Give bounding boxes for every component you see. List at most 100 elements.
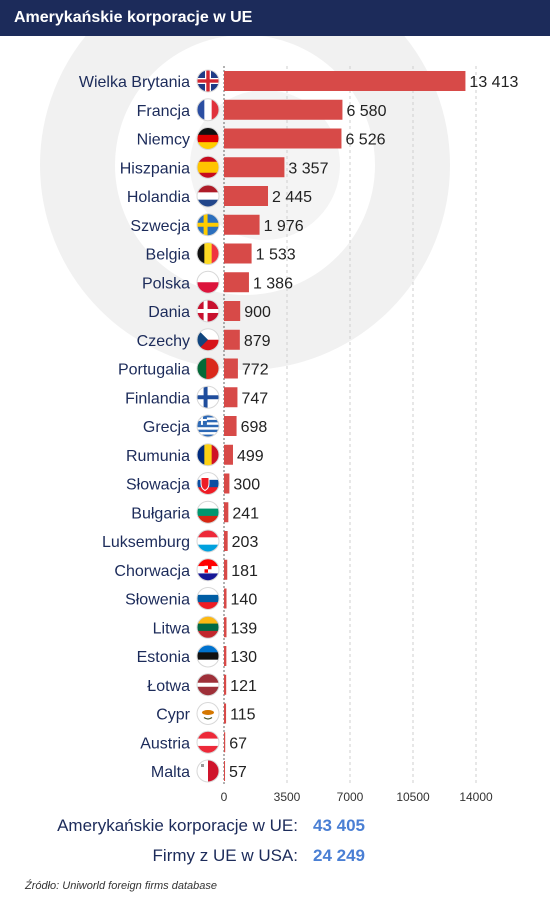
value-label: 1 976 xyxy=(264,218,304,235)
value-label: 13 413 xyxy=(469,74,518,91)
denmark-flag-icon xyxy=(196,299,220,323)
category-label: Cypr xyxy=(156,707,190,724)
value-label: 121 xyxy=(230,678,257,695)
value-label: 6 580 xyxy=(346,103,386,120)
category-label: Rumunia xyxy=(126,448,190,465)
value-label: 115 xyxy=(230,707,256,724)
x-tick-label: 10500 xyxy=(396,790,430,804)
value-label: 747 xyxy=(241,390,268,407)
value-label: 241 xyxy=(232,505,259,522)
bar xyxy=(224,674,227,695)
romania-flag-icon xyxy=(196,443,220,467)
malta-flag-icon xyxy=(196,759,220,783)
slovenia-flag-icon xyxy=(196,587,220,610)
category-label: Słowenia xyxy=(125,592,190,609)
x-tick-label: 7000 xyxy=(337,790,364,804)
greece-flag-icon xyxy=(196,414,220,438)
value-label: 2 445 xyxy=(272,189,312,206)
summary-value-usa: 24 249 xyxy=(313,846,365,865)
germany-flag-icon xyxy=(196,127,220,150)
poland-flag-icon xyxy=(196,270,220,294)
category-label: Łotwa xyxy=(147,678,190,695)
category-label: Holandia xyxy=(127,189,190,206)
value-label: 140 xyxy=(231,592,258,609)
bar xyxy=(224,732,226,753)
category-label: Estonia xyxy=(137,649,190,666)
bar xyxy=(224,358,238,379)
value-label: 139 xyxy=(231,620,258,637)
bar xyxy=(224,617,227,638)
sweden-flag-icon xyxy=(196,213,220,237)
uk-flag-icon xyxy=(196,69,220,93)
summary-label-usa: Firmy z UE w USA: xyxy=(152,846,298,865)
bar xyxy=(224,761,226,781)
value-label: 900 xyxy=(244,304,271,321)
cyprus-flag-icon xyxy=(196,702,220,725)
category-label: Finlandia xyxy=(125,390,190,407)
value-label: 879 xyxy=(244,333,271,350)
bar xyxy=(224,416,237,436)
summary-row-usa: Firmy z UE w USA: 24 249 xyxy=(0,846,550,872)
austria-flag-icon xyxy=(196,730,220,754)
category-label: Luksemburg xyxy=(102,534,190,551)
bar xyxy=(224,272,249,293)
bar xyxy=(224,502,229,523)
france-flag-icon xyxy=(196,98,220,122)
estonia-flag-icon xyxy=(196,644,220,668)
category-label: Litwa xyxy=(153,620,190,637)
x-tick-label: 14000 xyxy=(459,790,493,804)
summary-label-eu: Amerykańskie korporacje w UE: xyxy=(57,816,298,835)
chart-header: Amerykańskie korporacje w UE xyxy=(0,0,550,36)
slovakia-flag-icon xyxy=(196,472,220,495)
category-label: Francja xyxy=(137,103,190,120)
portugal-flag-icon xyxy=(196,357,220,380)
value-label: 772 xyxy=(242,362,269,379)
bar xyxy=(224,157,285,178)
bar xyxy=(224,559,228,580)
category-label: Austria xyxy=(140,735,190,752)
value-label: 203 xyxy=(232,534,259,551)
category-label: Czechy xyxy=(137,333,190,350)
netherlands-flag-icon xyxy=(196,184,220,208)
value-label: 698 xyxy=(241,419,268,436)
x-tick-label: 0 xyxy=(221,790,228,804)
croatia-flag-icon xyxy=(196,558,220,582)
finland-flag-icon xyxy=(196,385,220,409)
bar xyxy=(224,243,252,264)
value-label: 1 386 xyxy=(253,275,293,292)
bar xyxy=(224,128,342,149)
category-label: Bułgaria xyxy=(131,505,190,522)
category-label: Hiszpania xyxy=(120,160,190,177)
value-label: 300 xyxy=(233,477,260,494)
category-label: Belgia xyxy=(146,247,191,264)
value-label: 57 xyxy=(229,764,247,781)
spain-flag-icon xyxy=(196,155,220,179)
bulgaria-flag-icon xyxy=(196,500,220,524)
bar xyxy=(224,444,233,465)
value-label: 3 357 xyxy=(288,160,328,177)
bar xyxy=(224,588,227,609)
chart-title: Amerykańskie korporacje w UE xyxy=(14,9,253,26)
summary-row-eu: Amerykańskie korporacje w UE: 43 405 xyxy=(0,816,550,842)
belgium-flag-icon xyxy=(196,242,220,265)
category-label: Polska xyxy=(142,275,190,292)
category-label: Malta xyxy=(151,764,190,781)
bar xyxy=(224,301,241,321)
bar xyxy=(224,531,228,551)
category-label: Chorwacja xyxy=(114,563,190,580)
bar xyxy=(224,473,230,494)
value-label: 499 xyxy=(237,448,264,465)
czech-flag-icon xyxy=(196,328,220,352)
value-label: 1 533 xyxy=(256,247,296,264)
category-label: Słowacja xyxy=(126,477,190,494)
bar xyxy=(224,329,240,350)
summary-value-eu: 43 405 xyxy=(313,816,365,835)
category-label: Wielka Brytania xyxy=(79,74,190,91)
bar-chart: 0 3500 7000 10500 14000 Wielka Brytania 13 413… xyxy=(79,66,518,804)
bar xyxy=(224,71,466,91)
latvia-flag-icon xyxy=(196,673,220,697)
luxembourg-flag-icon xyxy=(196,529,220,553)
x-tick-label: 3500 xyxy=(274,790,301,804)
bar xyxy=(224,646,227,666)
category-label: Szwecja xyxy=(130,218,190,235)
